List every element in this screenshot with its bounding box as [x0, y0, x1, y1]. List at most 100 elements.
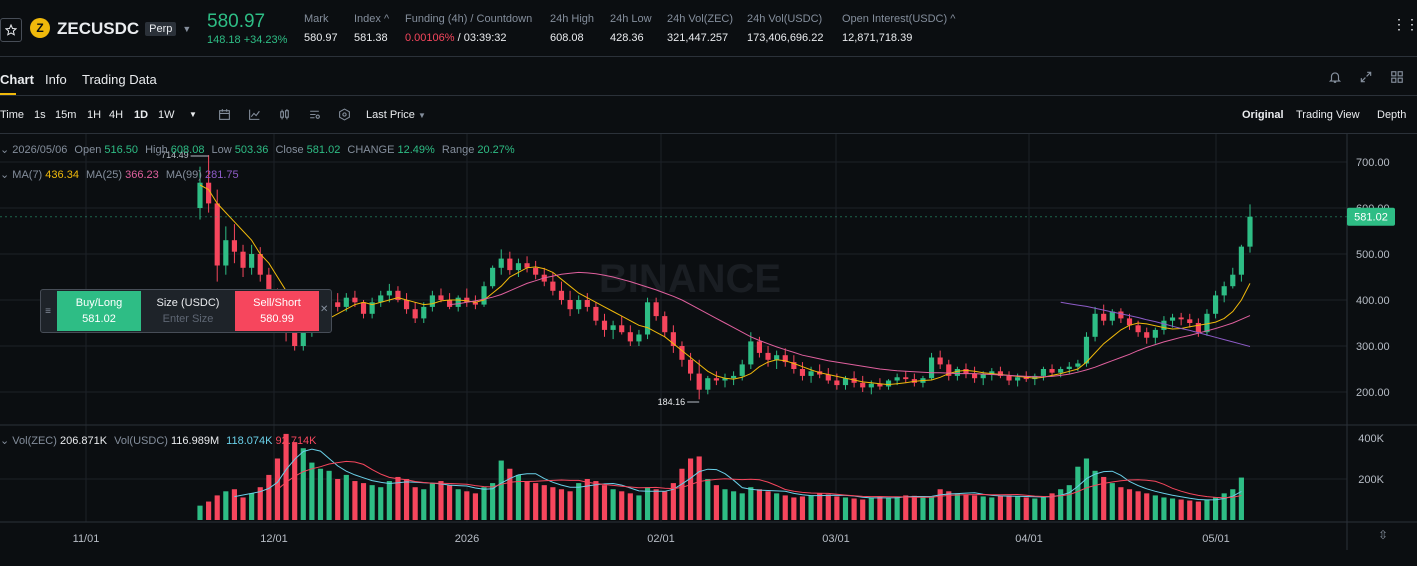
more-icon[interactable]: ⋮⋮: [1392, 16, 1417, 32]
candle-body: [472, 302, 478, 305]
candle-body: [1169, 317, 1176, 321]
quick-order-panel: ≡ Buy/Long 581.02 Size (USDC) Enter Size…: [40, 289, 332, 333]
volume-bar: [713, 485, 719, 520]
volume-bar: [455, 489, 461, 520]
volume-bar: [266, 474, 272, 520]
price-chart[interactable]: BINANCE700.00600.00500.00400.00300.00200…: [0, 134, 1417, 566]
candle-type-icon[interactable]: [276, 106, 292, 122]
chevron-down-icon: ▼: [182, 24, 192, 34]
candle-body: [834, 380, 840, 386]
volume-bar: [1152, 495, 1158, 520]
stat-open-interest[interactable]: Open Interest(USDC) ^ 12,871,718.39: [842, 13, 956, 44]
volume-bar: [1178, 499, 1184, 520]
volume-bar: [558, 489, 565, 520]
candle-body: [946, 364, 952, 376]
fullscreen-icon[interactable]: [1357, 68, 1375, 86]
symbol-selector[interactable]: ZECUSDC Perp ▼: [57, 19, 191, 39]
volume-bar: [662, 491, 668, 520]
vol-ma2-value: 92.714K: [275, 435, 317, 447]
candle-body: [214, 203, 220, 266]
volume-bar: [197, 505, 203, 520]
ohlc-legend: ⌄ 2026/05/06 Open 516.50 High 608.08 Low…: [0, 144, 515, 156]
price-change-pct: +34.23%: [243, 34, 288, 46]
candle-body: [498, 258, 504, 268]
volume-bar: [782, 495, 788, 520]
favorite-button[interactable]: [0, 18, 22, 42]
candle-body: [705, 378, 711, 390]
volume-bar: [584, 479, 590, 520]
candle-body: [386, 290, 392, 296]
candle-body: [653, 302, 659, 317]
interval-1s[interactable]: 1s: [34, 109, 46, 121]
volume-bar: [1075, 466, 1081, 520]
candle-body: [507, 258, 513, 271]
volume-bar: [317, 468, 324, 520]
candle-body: [774, 355, 780, 360]
volume-bar: [894, 497, 900, 520]
candle-body: [369, 302, 375, 314]
buy-long-button[interactable]: Buy/Long 581.02: [57, 291, 141, 331]
price-tick-label: 700.00: [1356, 157, 1390, 169]
last-price: 580.97: [207, 11, 266, 32]
candle-body: [877, 383, 883, 387]
candle-body: [1221, 286, 1227, 296]
chart-settings-icon[interactable]: [306, 106, 322, 122]
volume-bar: [670, 483, 676, 520]
volume-bar: [989, 497, 995, 520]
volume-bar: [774, 493, 780, 520]
candle-body: [1092, 313, 1098, 337]
indicators-icon[interactable]: [246, 106, 262, 122]
volume-bar: [834, 496, 840, 520]
drag-handle-icon[interactable]: ≡: [45, 305, 51, 317]
volume-bar: [1169, 498, 1176, 520]
volume-bar: [1083, 458, 1090, 520]
interval-more-icon[interactable]: ▼: [189, 110, 197, 119]
tab-trading-data[interactable]: Trading Data: [82, 72, 157, 87]
tab-info[interactable]: Info: [45, 72, 67, 87]
price-scale-settings-icon[interactable]: ⇳: [1378, 528, 1389, 542]
volume-bar: [1230, 489, 1236, 520]
candle-body: [842, 378, 849, 386]
interval-1d[interactable]: 1D: [134, 109, 149, 121]
candle-body: [438, 295, 444, 300]
candle-body: [490, 267, 496, 287]
size-input[interactable]: Size (USDC) Enter Size: [156, 297, 220, 325]
volume-bar: [1023, 497, 1029, 520]
volume-bar: [946, 491, 952, 520]
stat-24h-high: 24h High 608.08: [550, 13, 595, 44]
candle-body: [782, 355, 788, 363]
view-depth[interactable]: Depth: [1377, 109, 1407, 121]
calendar-icon[interactable]: [216, 106, 232, 122]
tab-chart[interactable]: Chart: [0, 72, 34, 95]
volume-bar: [972, 495, 978, 520]
candle-body: [731, 375, 737, 379]
view-trading-view[interactable]: Trading View: [1296, 109, 1360, 121]
stat-index[interactable]: Index ^ 581.38: [354, 13, 390, 44]
view-original[interactable]: Original: [1242, 109, 1284, 121]
close-icon[interactable]: ✕: [320, 304, 329, 315]
interval-1h[interactable]: 1H: [87, 109, 102, 121]
interval-1w[interactable]: 1W: [158, 109, 175, 121]
bell-icon[interactable]: [1326, 68, 1344, 86]
price-change-abs: 148.18: [207, 34, 241, 46]
layout-grid-icon[interactable]: [1388, 68, 1406, 86]
sell-short-button[interactable]: Sell/Short 580.99: [235, 291, 319, 331]
interval-15m[interactable]: 15m: [55, 109, 77, 121]
interval-time[interactable]: Time: [0, 109, 25, 121]
candle-body: [636, 334, 642, 342]
interval-4h[interactable]: 4H: [109, 109, 124, 121]
volume-bar: [1187, 500, 1193, 520]
candle-body: [1101, 313, 1107, 321]
volume-bar: [860, 499, 866, 520]
candle-body: [360, 302, 367, 314]
candle-body: [696, 373, 702, 390]
volume-bar: [300, 448, 306, 520]
watermark: BINANCE: [599, 257, 781, 301]
volume-bar: [1238, 477, 1244, 520]
price-type-select[interactable]: Last Price ▼: [366, 109, 426, 121]
volume-bar: [1126, 489, 1133, 520]
hexagon-settings-icon[interactable]: [336, 106, 352, 122]
volume-bar: [533, 483, 539, 520]
ohlc-close: 581.02: [306, 144, 341, 156]
volume-bar: [360, 483, 367, 520]
